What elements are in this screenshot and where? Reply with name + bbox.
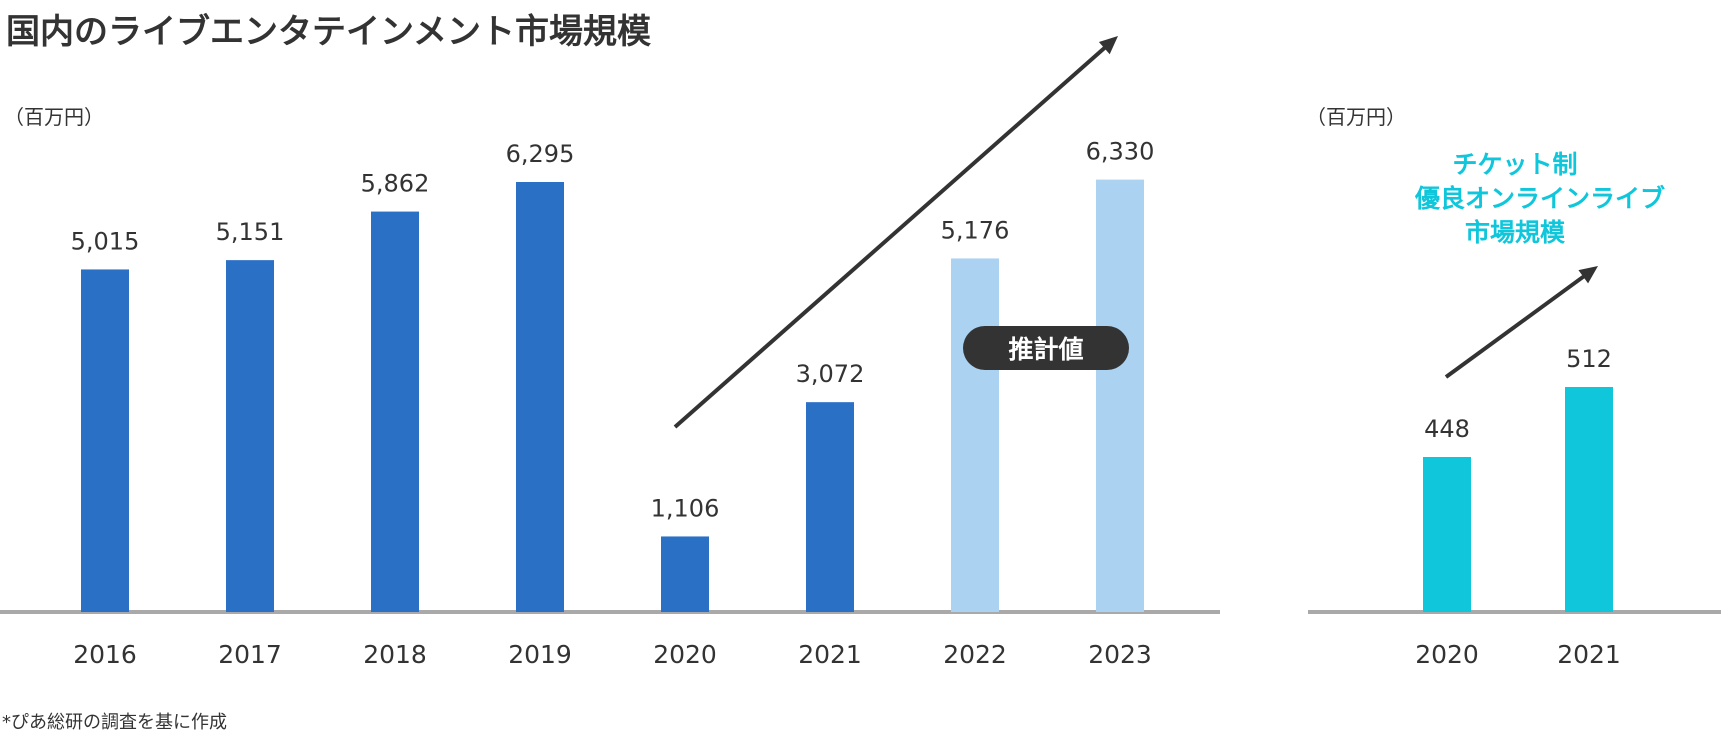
bar-2020 (661, 536, 709, 612)
x-tick-2017: 2017 (218, 640, 282, 669)
x-tick-2016: 2016 (73, 640, 137, 669)
online-value-label-2021: 512 (1566, 345, 1612, 373)
callout-line-2: 優良オンラインライブ (1415, 184, 1666, 213)
bar-2017 (226, 260, 274, 612)
x-tick-2020: 2020 (653, 640, 717, 669)
online-x-tick-2020: 2020 (1415, 640, 1479, 669)
chart-title: 国内のライブエンタテインメント市場規模 (6, 12, 651, 52)
bar-2018 (371, 211, 419, 612)
source-footnote: *ぴあ総研の調査を基に作成 (2, 712, 227, 733)
online-value-label-2020: 448 (1424, 415, 1470, 443)
bar-2016 (81, 269, 129, 612)
growth-arrow-online (1444, 266, 1598, 379)
value-label-2018: 5,862 (361, 170, 430, 198)
growth-arrow-main (673, 36, 1118, 429)
x-tick-2022: 2022 (943, 640, 1007, 669)
online-bar-2020 (1423, 457, 1471, 612)
bar-2023 (1096, 179, 1144, 613)
value-label-2017: 5,151 (216, 218, 285, 246)
callout-line-1: チケット制 (1452, 150, 1578, 179)
x-tick-2019: 2019 (508, 640, 572, 669)
x-tick-2018: 2018 (363, 640, 427, 669)
value-label-2021: 3,072 (796, 360, 865, 388)
left-unit-label: （百万円） (4, 105, 104, 129)
trend-arrows (673, 36, 1598, 429)
online-bar-2021 (1565, 387, 1613, 612)
bar-2022 (951, 258, 999, 612)
value-label-2020: 1,106 (651, 494, 720, 522)
right-unit-label: （百万円） (1306, 105, 1406, 129)
value-label-2016: 5,015 (71, 227, 140, 255)
callout-line-3: 市場規模 (1464, 218, 1565, 247)
value-label-2022: 5,176 (941, 216, 1010, 244)
estimate-badge: 推計値 (963, 326, 1129, 370)
online-x-tick-2021: 2021 (1557, 640, 1621, 669)
bar-2021 (806, 402, 854, 612)
bar-2019 (516, 182, 564, 612)
value-label-2019: 6,295 (506, 140, 575, 168)
x-tick-2021: 2021 (798, 640, 862, 669)
x-tick-2023: 2023 (1088, 640, 1152, 669)
online-live-callout: チケット制 優良オンラインライブ 市場規模 (1415, 148, 1666, 250)
value-label-2023: 6,330 (1086, 138, 1155, 166)
online-live-chart: 448 2020 512 2021 (1308, 345, 1721, 669)
market-size-chart: 5,015 2016 5,151 2017 5,862 2018 6,295 2019 1,10… (0, 138, 1220, 669)
